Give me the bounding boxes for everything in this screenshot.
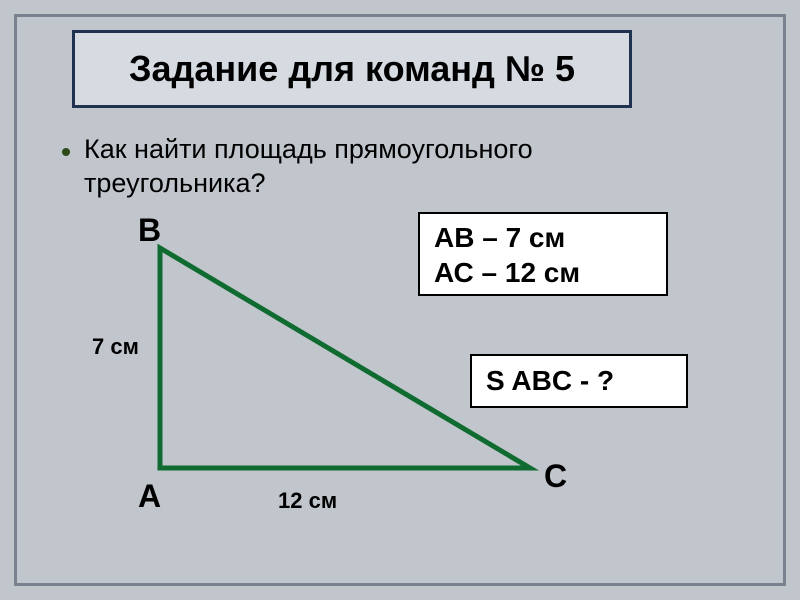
question-box-text: S ABC - ? [486, 365, 614, 397]
vertex-a-label: A [138, 478, 161, 515]
bullet-dot [62, 148, 70, 156]
side-ab-label: 7 см [92, 334, 139, 360]
question-line1: Как найти площадь прямоугольного [84, 134, 533, 165]
givens-box: АВ – 7 см АС – 12 см [418, 212, 668, 296]
title-text: Задание для команд № 5 [129, 48, 575, 90]
slide-background: Задание для команд № 5 Как найти площадь… [0, 0, 800, 600]
givens-line1: АВ – 7 см [434, 220, 652, 255]
vertex-b-label: B [138, 212, 161, 249]
givens-line2: АС – 12 см [434, 255, 652, 290]
side-ac-label: 12 см [278, 488, 337, 514]
title-box: Задание для команд № 5 [72, 30, 632, 108]
question-box: S ABC - ? [470, 354, 688, 408]
vertex-c-label: C [544, 458, 567, 495]
question-line2: треугольника? [84, 168, 266, 199]
